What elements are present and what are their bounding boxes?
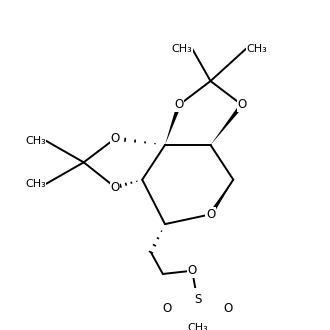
- Text: O: O: [206, 208, 215, 221]
- Text: O: O: [237, 98, 247, 112]
- Text: O: O: [111, 132, 120, 145]
- Text: CH₃: CH₃: [25, 136, 46, 146]
- Text: O: O: [111, 181, 120, 194]
- Polygon shape: [211, 104, 244, 145]
- Polygon shape: [209, 180, 233, 215]
- Polygon shape: [165, 104, 181, 145]
- Text: O: O: [223, 302, 233, 315]
- Text: CH₃: CH₃: [25, 179, 46, 189]
- Text: CH₃: CH₃: [171, 44, 192, 53]
- Text: S: S: [194, 293, 201, 307]
- Text: CH₃: CH₃: [246, 44, 267, 53]
- Text: CH₃: CH₃: [187, 323, 208, 330]
- Text: O: O: [187, 264, 197, 277]
- Text: O: O: [163, 302, 172, 315]
- Text: O: O: [175, 98, 184, 112]
